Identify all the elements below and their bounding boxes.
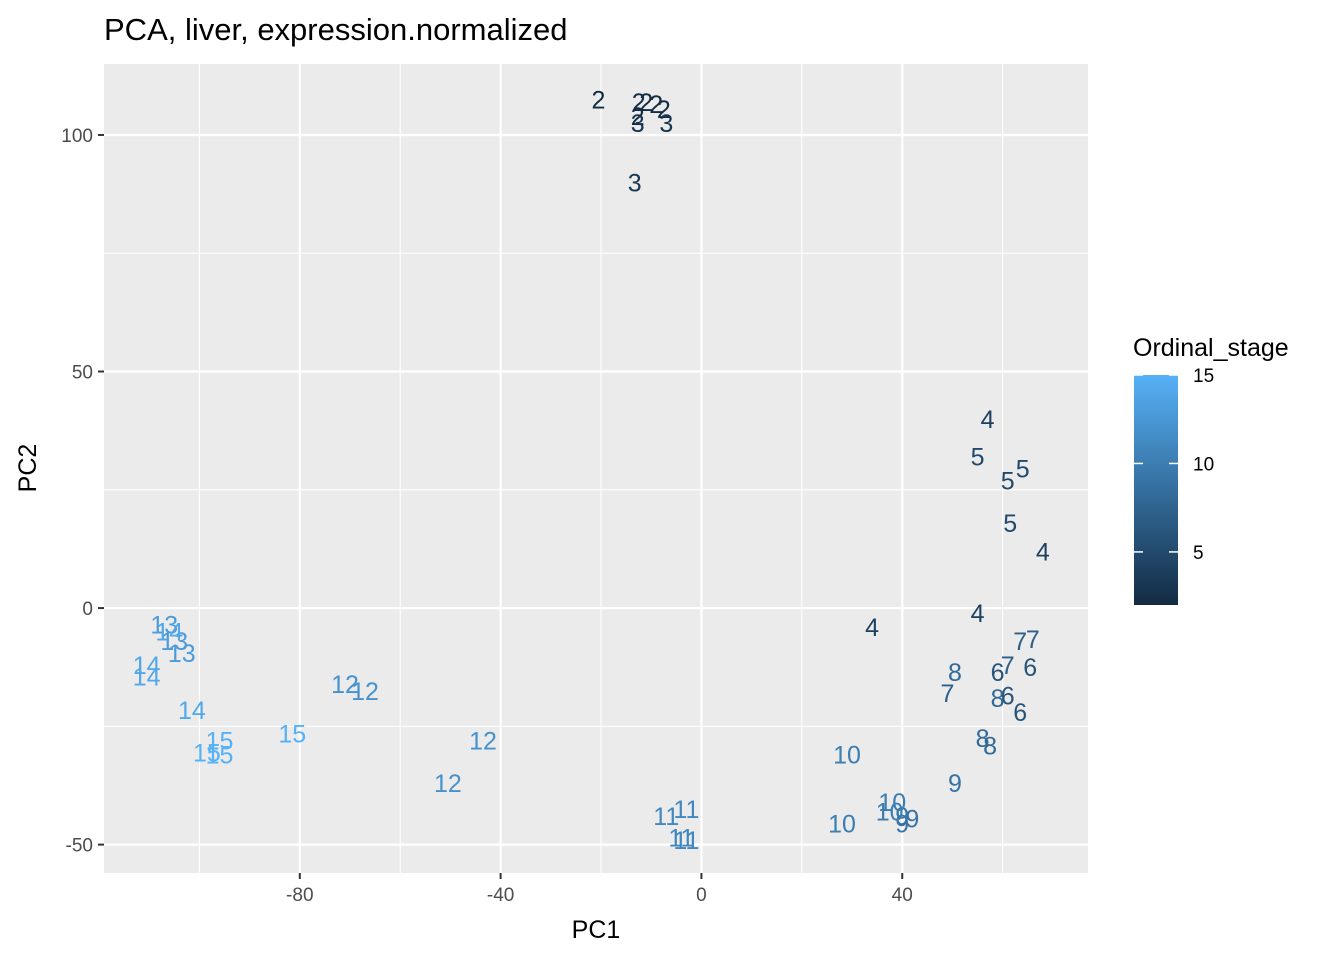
point-label: 12 — [469, 728, 497, 756]
point-label: 4 — [1036, 538, 1050, 566]
point-label: 8 — [983, 732, 997, 760]
legend-colorbar — [1134, 375, 1178, 605]
legend-title: Ordinal_stage — [1133, 334, 1289, 362]
point-label: 13 — [160, 628, 188, 656]
point-label: 4 — [971, 600, 985, 628]
point-label: 9 — [895, 803, 909, 831]
point-label: 2 — [632, 89, 646, 117]
point-label: 13 — [168, 640, 196, 668]
grid-major — [104, 64, 1088, 873]
point-label: 6 — [1001, 683, 1015, 711]
point-label: 6 — [991, 659, 1005, 687]
point-label: 4 — [865, 614, 879, 642]
legend-tick-label: 5 — [1193, 543, 1204, 564]
point-label: 10 — [876, 798, 904, 826]
point-label: 5 — [971, 444, 985, 472]
point-label: 7 — [1001, 652, 1015, 680]
point-label: 8 — [991, 685, 1005, 713]
point-label: 13 — [150, 612, 178, 640]
x-tick-label: 40 — [892, 885, 913, 906]
y-tick-label: 50 — [72, 363, 93, 384]
x-tick-label: -40 — [487, 885, 514, 906]
plot-panel — [104, 64, 1088, 873]
point-label: 9 — [905, 806, 919, 834]
point-label: 2 — [657, 96, 671, 124]
point-label: 2 — [649, 91, 663, 119]
legend-tick-label: 10 — [1193, 454, 1214, 475]
point-label: 6 — [1023, 654, 1037, 682]
point-label: 15 — [206, 728, 234, 756]
point-label: 10 — [833, 742, 861, 770]
point-label: 10 — [878, 789, 906, 817]
point-label: 3 — [628, 169, 642, 197]
point-label: 5 — [1016, 456, 1030, 484]
point-label: 11 — [668, 825, 694, 853]
point-label: 14 — [178, 697, 206, 725]
point-label: 2 — [631, 103, 645, 131]
point-label: 3 — [659, 110, 673, 138]
y-tick-label: 0 — [82, 599, 93, 620]
point-label: 12 — [351, 678, 379, 706]
y-tick-label: 100 — [61, 126, 93, 147]
point-label: 15 — [278, 720, 306, 748]
y-axis-ticks: -50 0 50 100 — [61, 126, 104, 857]
point-label: 8 — [948, 659, 962, 687]
point-label: 7 — [1026, 626, 1040, 654]
point-label: 14 — [155, 619, 183, 647]
point-label: 11 — [673, 827, 699, 855]
point-label: 3 — [631, 110, 645, 138]
point-label: 2 — [639, 89, 653, 117]
point-label: 5 — [1003, 510, 1017, 538]
color-legend: Ordinal_stage 5 10 15 — [1133, 334, 1289, 605]
legend-tick-label: 15 — [1193, 366, 1214, 387]
point-label: 14 — [133, 664, 161, 692]
grid-minor — [104, 64, 1088, 873]
x-tick-label: -80 — [286, 885, 313, 906]
point-label: 4 — [981, 406, 995, 434]
point-label: 12 — [434, 770, 462, 798]
point-label: 7 — [940, 680, 954, 708]
point-label: 8 — [976, 725, 990, 753]
chart-title: PCA, liver, expression.normalized — [104, 12, 567, 47]
point-label: 9 — [895, 810, 909, 838]
point-label: 2 — [592, 86, 606, 114]
point-label: 14 — [133, 652, 161, 680]
point-label: 11 — [653, 803, 679, 831]
legend-ticks: 5 10 15 — [1134, 366, 1214, 564]
x-tick-label: 0 — [696, 885, 707, 906]
point-label: 15 — [193, 739, 221, 767]
point-label: 5 — [1001, 467, 1015, 495]
x-axis-ticks: -80 -40 0 40 — [286, 873, 913, 906]
y-tick-label: -50 — [66, 836, 93, 857]
x-axis-title: PC1 — [572, 916, 621, 944]
point-label: 10 — [828, 810, 856, 838]
point-label: 12 — [331, 671, 359, 699]
point-label: 9 — [948, 770, 962, 798]
y-axis-title: PC2 — [14, 444, 42, 493]
point-label: 6 — [1013, 699, 1027, 727]
point-label: 7 — [1013, 628, 1027, 656]
point-label: 11 — [673, 796, 699, 824]
point-label: 15 — [206, 742, 234, 770]
